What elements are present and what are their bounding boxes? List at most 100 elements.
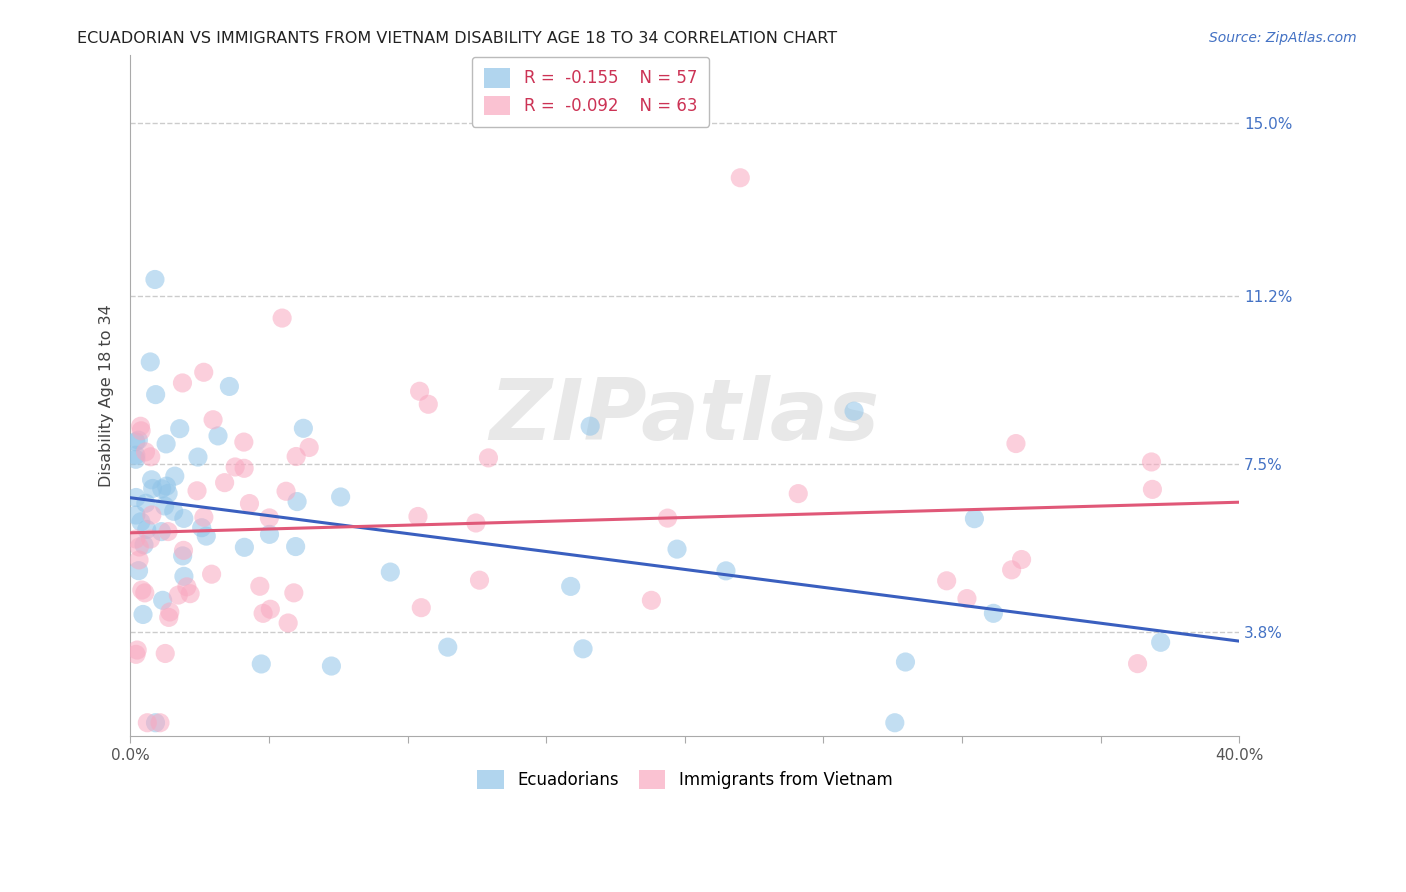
Point [167,588,190,602]
Point [1140,455,1163,469]
Point [468,573,491,587]
Point [436,640,458,655]
Point [190,521,212,535]
Point [173,511,195,525]
Point [579,419,602,434]
Point [157,486,180,500]
Point [666,542,689,557]
Point [145,715,167,730]
Point [408,384,430,399]
Point [128,540,150,554]
Point [153,499,176,513]
Point [406,509,429,524]
Point [143,272,166,286]
Point [125,452,148,467]
Point [1011,552,1033,566]
Point [292,421,315,435]
Point [714,564,737,578]
Point [380,565,402,579]
Point [233,541,256,555]
Point [259,511,281,525]
Point [125,448,148,462]
Point [1001,563,1024,577]
Point [277,615,299,630]
Point [321,659,343,673]
Point [1150,635,1173,649]
Point [179,587,201,601]
Point [411,600,433,615]
Point [193,510,215,524]
Point [252,607,274,621]
Point [894,655,917,669]
Point [249,579,271,593]
Point [132,538,155,552]
Point [983,607,1005,621]
Point [787,486,810,500]
Legend: Ecuadorians, Immigrants from Vietnam: Ecuadorians, Immigrants from Vietnam [471,764,900,797]
Point [250,657,273,671]
Point [128,553,150,567]
Point [135,523,157,537]
Point [129,419,152,434]
Point [285,494,308,508]
Point [259,602,281,616]
Point [883,715,905,730]
Point [129,515,152,529]
Point [207,429,229,443]
Point [560,579,582,593]
Point [132,607,155,622]
Point [135,496,157,510]
Point [152,593,174,607]
Point [163,469,186,483]
Point [173,543,195,558]
Point [200,567,222,582]
Point [195,529,218,543]
Point [125,532,148,546]
Point [127,433,149,447]
Point [284,540,307,554]
Point [657,511,679,525]
Point [169,422,191,436]
Point [187,450,209,464]
Point [150,482,173,496]
Point [1126,657,1149,671]
Point [186,483,208,498]
Point [155,437,177,451]
Point [172,376,194,390]
Point [218,379,240,393]
Point [145,387,167,401]
Point [214,475,236,490]
Point [238,497,260,511]
Point [125,434,148,449]
Point [134,586,156,600]
Point [464,516,486,530]
Point [232,435,254,450]
Point [149,715,172,730]
Point [129,424,152,438]
Y-axis label: Disability Age 18 to 34: Disability Age 18 to 34 [100,304,114,487]
Point [298,441,321,455]
Point [142,482,165,496]
Point [155,647,177,661]
Point [193,365,215,379]
Point [139,450,162,464]
Point [139,355,162,369]
Point [956,591,979,606]
Point [125,491,148,505]
Point [155,479,177,493]
Point [127,643,149,657]
Point [1142,483,1164,497]
Point [1005,436,1028,450]
Point [176,580,198,594]
Point [418,397,440,411]
Point [125,508,148,522]
Point [477,450,499,465]
Point [283,586,305,600]
Point [159,605,181,619]
Text: ZIPatlas: ZIPatlas [489,375,880,458]
Point [139,532,162,546]
Point [935,574,957,588]
Point [233,461,256,475]
Point [259,527,281,541]
Point [274,484,297,499]
